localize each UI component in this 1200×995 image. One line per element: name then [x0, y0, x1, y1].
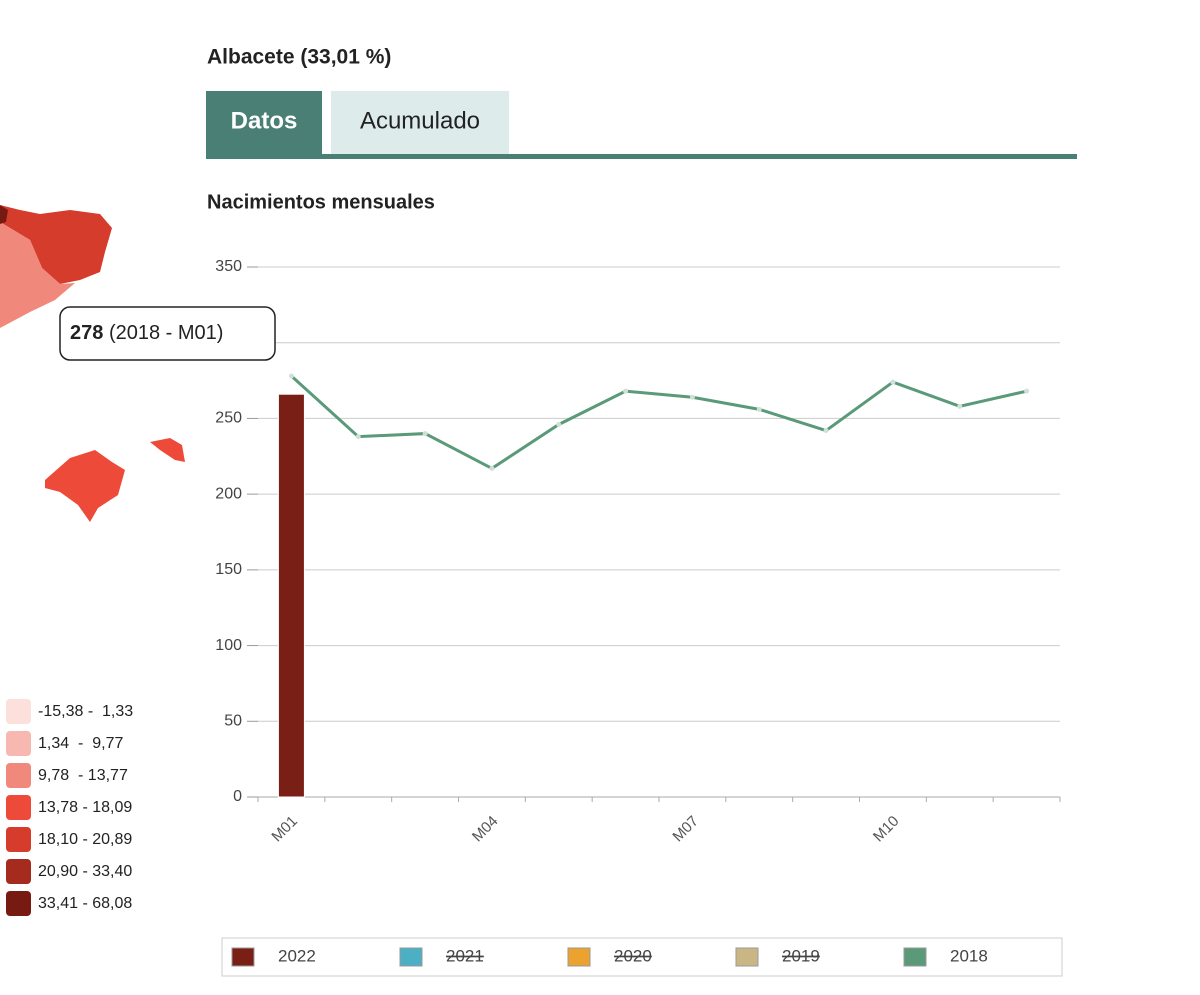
chart: 050100150200250300350M01M04M07M10 — [215, 258, 1061, 846]
tooltip: 278 (2018 - M01) — [59, 306, 276, 361]
y-tick-label: 350 — [215, 258, 242, 275]
tooltip-value: 278 — [70, 322, 103, 344]
point — [288, 373, 294, 379]
legend-swatch[interactable] — [735, 947, 759, 967]
chart-title: Nacimientos mensuales — [207, 191, 435, 213]
x-tick-label: M07 — [669, 813, 702, 846]
map-legend-swatch — [6, 859, 31, 884]
map-region — [45, 450, 125, 522]
y-tick-label: 50 — [224, 713, 242, 730]
tooltip-label: (2018 - M01) — [109, 322, 224, 344]
legend-label[interactable]: 2020 — [614, 946, 652, 965]
point — [355, 434, 361, 440]
map-region — [0, 205, 8, 224]
bar — [277, 393, 305, 798]
map-legend-swatch — [6, 827, 31, 852]
tab-label[interactable]: Datos — [231, 107, 298, 134]
map-region — [0, 205, 112, 284]
tab[interactable] — [331, 91, 509, 155]
point — [890, 379, 896, 385]
map-legend-label: 1,34 - 9,77 — [38, 735, 123, 752]
region-title: Albacete (33,01 %) — [207, 46, 391, 69]
y-tick-label: 250 — [215, 410, 242, 427]
tooltip-text: 278 (2018 - M01) — [70, 322, 223, 344]
map-legend-swatch — [6, 891, 31, 916]
map-legend-swatch — [6, 699, 31, 724]
map-region — [0, 222, 75, 328]
y-tick-label: 0 — [233, 788, 242, 805]
legend-swatch[interactable] — [399, 947, 423, 967]
map-region — [150, 438, 185, 462]
legend-swatch[interactable] — [567, 947, 591, 967]
tooltip-box — [59, 306, 276, 361]
point — [1024, 388, 1030, 394]
point — [957, 403, 963, 409]
point — [422, 431, 428, 437]
tab-label[interactable]: Acumulado — [360, 107, 480, 134]
legend-swatch[interactable] — [231, 947, 255, 967]
map-legend-label: 20,90 - 33,40 — [38, 863, 132, 880]
map-legend-label: -15,38 - 1,33 — [38, 703, 133, 720]
tab-underline — [206, 154, 1077, 159]
point — [556, 421, 562, 427]
legend-label[interactable]: 2021 — [446, 946, 484, 965]
legend-label[interactable]: 2018 — [950, 946, 988, 965]
tab-active[interactable] — [206, 91, 322, 157]
point — [489, 465, 495, 471]
map-legend-label: 18,10 - 20,89 — [38, 831, 132, 848]
map-legend-label: 33,41 - 68,08 — [38, 895, 132, 912]
point — [823, 428, 829, 434]
map-legend-swatch — [6, 763, 31, 788]
x-tick-label: M10 — [870, 813, 903, 846]
y-tick-label: 200 — [215, 485, 242, 502]
y-tick-label: 150 — [215, 561, 242, 578]
point — [756, 406, 762, 412]
y-tick-label: 100 — [215, 637, 242, 654]
point — [689, 394, 695, 400]
legend-swatch[interactable] — [903, 947, 927, 967]
point — [623, 388, 629, 394]
line — [290, 374, 1027, 471]
map-legend-swatch — [6, 731, 31, 756]
map-legend-label: 9,78 - 13,77 — [38, 767, 128, 784]
map-legend-label: 13,78 - 18,09 — [38, 799, 132, 816]
legend-label[interactable]: 2022 — [278, 946, 316, 965]
map-legend-swatch — [6, 795, 31, 820]
x-tick-label: M01 — [268, 813, 301, 846]
x-tick-label: M04 — [469, 813, 502, 846]
legend-label[interactable]: 2019 — [782, 946, 820, 965]
